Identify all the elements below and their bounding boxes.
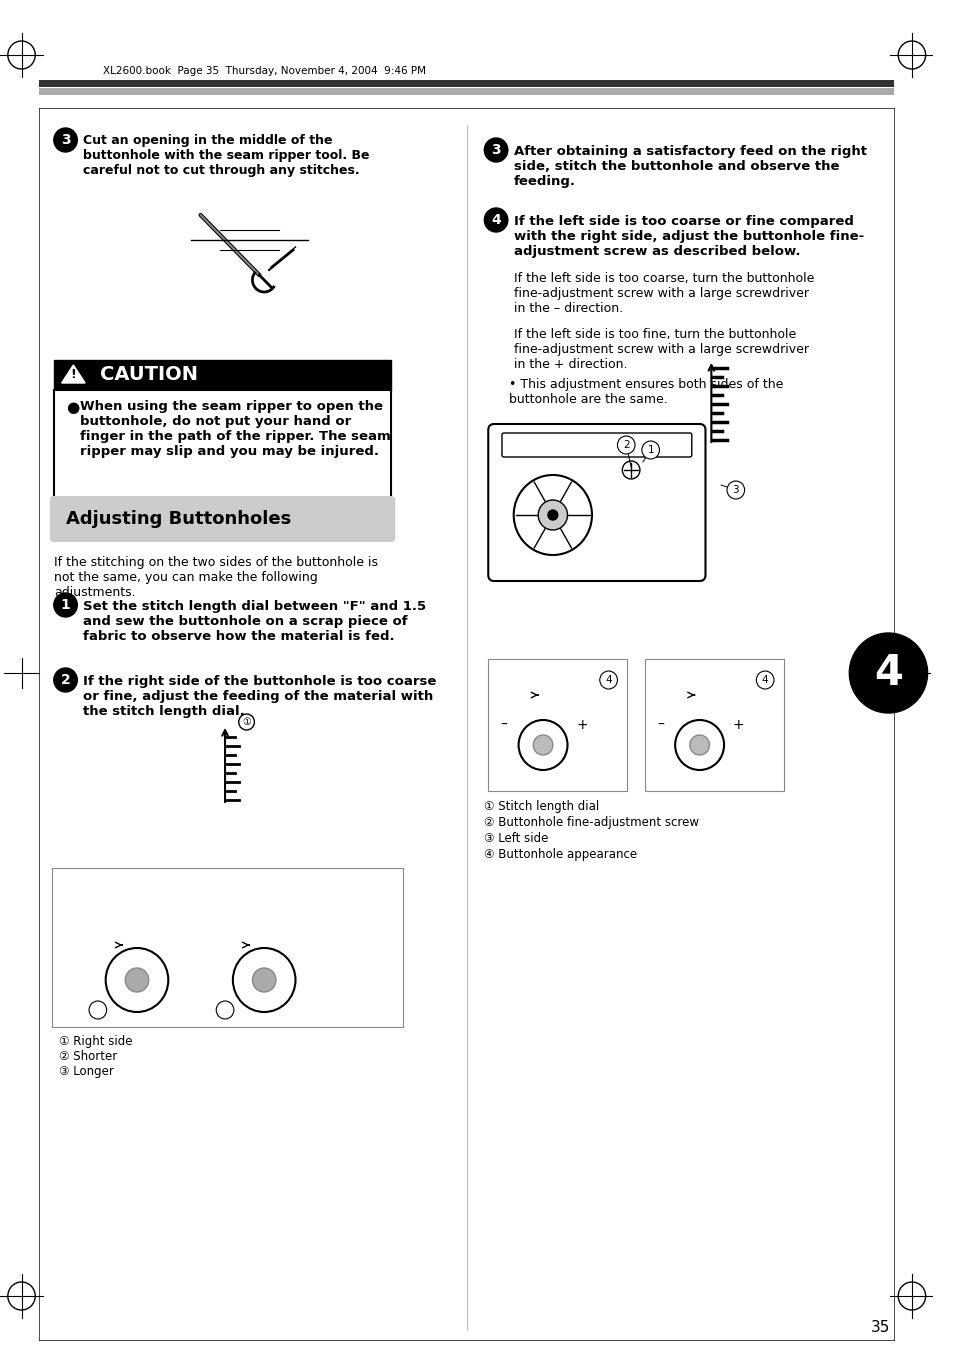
Text: Cut an opening in the middle of the
buttonhole with the seam ripper tool. Be
car: Cut an opening in the middle of the butt… <box>83 134 369 177</box>
Text: Adjusting Buttonholes: Adjusting Buttonholes <box>66 509 291 528</box>
Circle shape <box>8 41 35 69</box>
Text: !: ! <box>71 367 76 381</box>
Text: If the left side is too coarse or fine compared
with the right side, adjust the : If the left side is too coarse or fine c… <box>513 215 863 258</box>
Text: If the left side is too fine, turn the buttonhole
fine-adjustment screw with a l: If the left side is too fine, turn the b… <box>513 328 808 372</box>
Circle shape <box>106 948 168 1012</box>
Text: 4: 4 <box>604 676 611 685</box>
Circle shape <box>898 1282 924 1310</box>
Circle shape <box>621 461 639 480</box>
Circle shape <box>484 208 507 232</box>
Text: 2: 2 <box>61 673 71 688</box>
Text: ③ Longer: ③ Longer <box>59 1065 113 1078</box>
Text: If the left side is too coarse, turn the buttonhole
fine-adjustment screw with a: If the left side is too coarse, turn the… <box>513 272 813 315</box>
Text: ① Right side: ① Right side <box>59 1035 132 1048</box>
Text: XL2600.book  Page 35  Thursday, November 4, 2004  9:46 PM: XL2600.book Page 35 Thursday, November 4… <box>103 66 425 76</box>
Circle shape <box>848 634 926 713</box>
Circle shape <box>617 436 635 454</box>
Circle shape <box>484 138 507 162</box>
Text: ② Buttonhole fine-adjustment screw: ② Buttonhole fine-adjustment screw <box>484 816 699 830</box>
Circle shape <box>125 969 149 992</box>
Text: 3: 3 <box>732 485 739 494</box>
Circle shape <box>216 1001 233 1019</box>
Text: 1: 1 <box>647 444 654 455</box>
Text: Set the stitch length dial between "F" and 1.5
and sew the buttonhole on a scrap: Set the stitch length dial between "F" a… <box>83 600 426 643</box>
Text: ① Stitch length dial: ① Stitch length dial <box>484 800 599 813</box>
Text: 3: 3 <box>61 132 71 147</box>
Text: • This adjustment ensures both sides of the
buttonhole are the same.: • This adjustment ensures both sides of … <box>508 378 782 407</box>
Circle shape <box>641 440 659 459</box>
Circle shape <box>53 128 77 153</box>
Text: CAUTION: CAUTION <box>100 366 197 385</box>
FancyBboxPatch shape <box>488 659 626 790</box>
Text: If the stitching on the two sides of the buttonhole is
not the same, you can mak: If the stitching on the two sides of the… <box>53 557 377 598</box>
Circle shape <box>513 476 592 555</box>
Text: ④ Buttonhole appearance: ④ Buttonhole appearance <box>484 848 637 861</box>
Text: ●: ● <box>67 400 80 415</box>
Circle shape <box>756 671 773 689</box>
Circle shape <box>675 720 723 770</box>
Text: ③ Left side: ③ Left side <box>484 832 548 844</box>
FancyBboxPatch shape <box>39 80 893 86</box>
FancyBboxPatch shape <box>501 434 691 457</box>
Text: –: – <box>657 717 663 732</box>
Text: 4: 4 <box>873 653 902 694</box>
Circle shape <box>599 671 617 689</box>
Circle shape <box>89 1001 107 1019</box>
Text: 4: 4 <box>491 213 500 227</box>
FancyBboxPatch shape <box>53 390 391 500</box>
Circle shape <box>53 667 77 692</box>
Circle shape <box>238 713 254 730</box>
Text: If the right side of the buttonhole is too coarse
or fine, adjust the feeding of: If the right side of the buttonhole is t… <box>83 676 436 717</box>
FancyBboxPatch shape <box>488 424 705 581</box>
Circle shape <box>533 735 553 755</box>
Circle shape <box>253 969 275 992</box>
FancyBboxPatch shape <box>51 867 403 1027</box>
FancyBboxPatch shape <box>39 88 893 95</box>
Text: +: + <box>576 717 587 732</box>
Circle shape <box>689 735 709 755</box>
Text: ② Shorter: ② Shorter <box>59 1050 117 1063</box>
Text: 35: 35 <box>870 1320 889 1336</box>
Text: When using the seam ripper to open the
buttonhole, do not put your hand or
finge: When using the seam ripper to open the b… <box>80 400 391 458</box>
Polygon shape <box>62 365 85 382</box>
Text: 3: 3 <box>491 143 500 157</box>
Text: +: + <box>732 717 743 732</box>
FancyBboxPatch shape <box>53 359 391 390</box>
Circle shape <box>518 720 567 770</box>
Circle shape <box>547 509 558 520</box>
Text: 2: 2 <box>622 440 629 450</box>
Circle shape <box>726 481 744 499</box>
Circle shape <box>233 948 295 1012</box>
Text: ①: ① <box>242 717 251 727</box>
Circle shape <box>898 41 924 69</box>
Circle shape <box>537 500 567 530</box>
Text: 4: 4 <box>761 676 768 685</box>
Text: After obtaining a satisfactory feed on the right
side, stitch the buttonhole and: After obtaining a satisfactory feed on t… <box>513 145 865 188</box>
FancyBboxPatch shape <box>644 659 783 790</box>
Circle shape <box>53 593 77 617</box>
FancyBboxPatch shape <box>50 496 395 542</box>
Circle shape <box>8 1282 35 1310</box>
Text: –: – <box>500 717 507 732</box>
Text: 1: 1 <box>61 598 71 612</box>
